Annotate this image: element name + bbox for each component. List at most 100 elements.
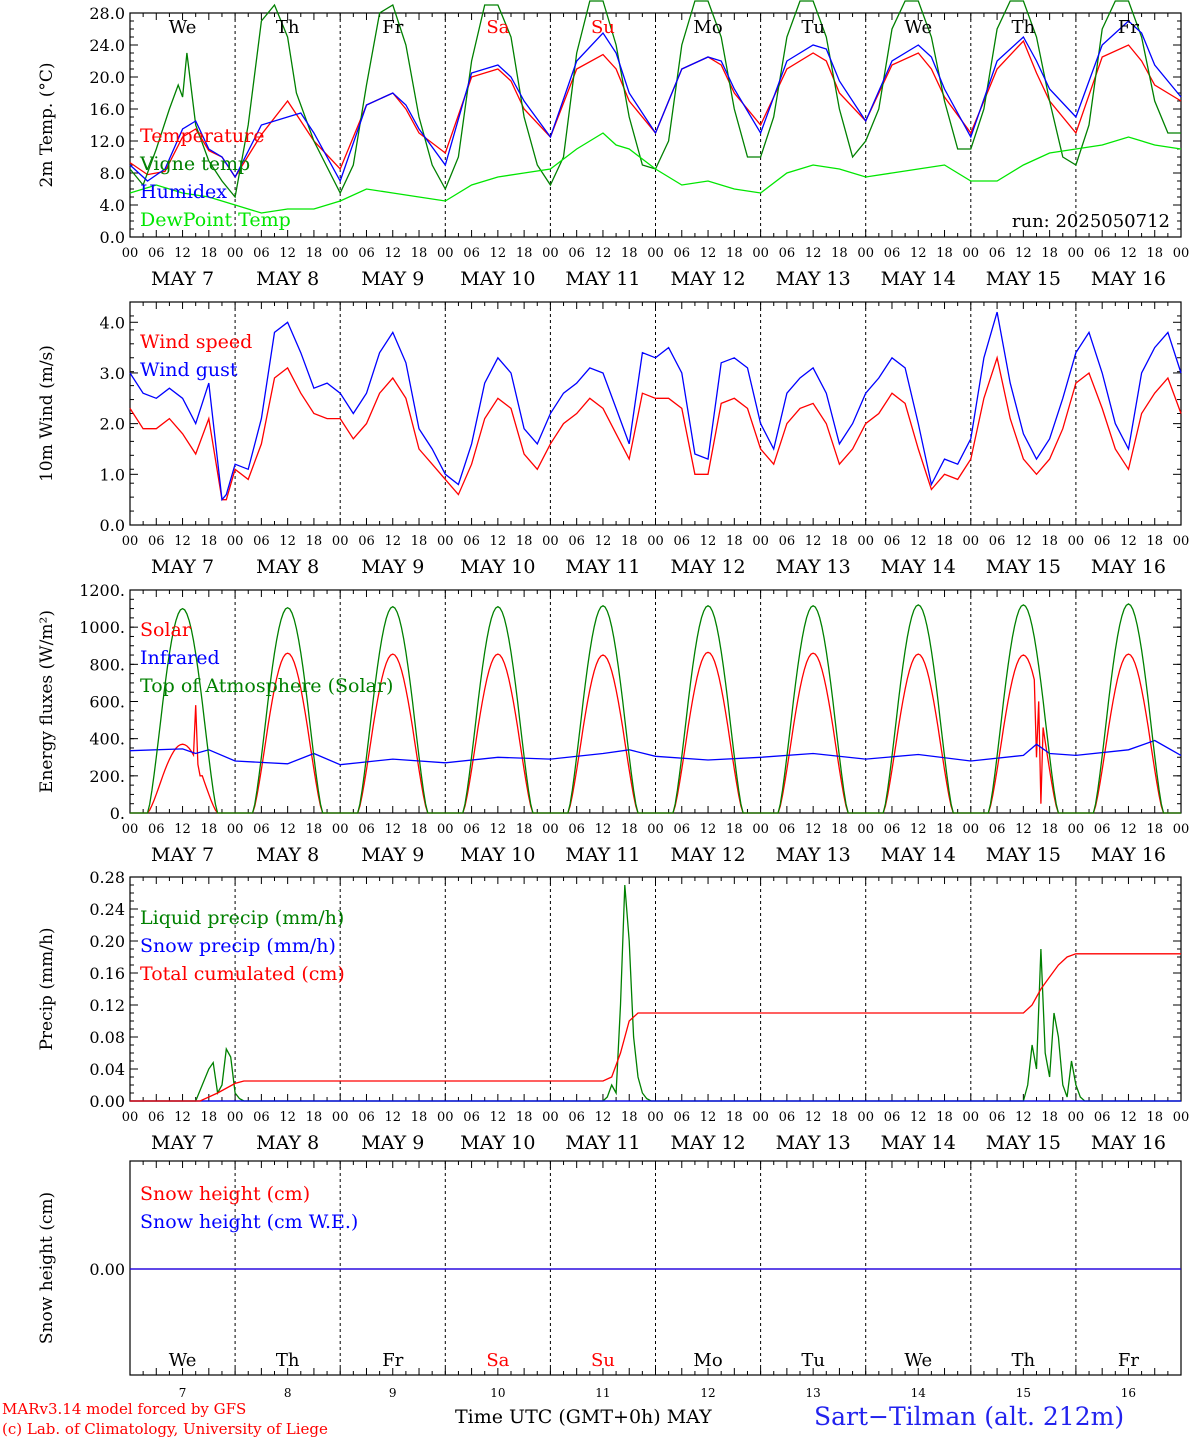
hour-tick-label: 12: [1120, 822, 1137, 837]
hour-tick-label: 00: [1068, 246, 1085, 261]
hour-tick-label: 12: [805, 246, 822, 261]
hour-tick-label: 06: [148, 534, 165, 549]
hour-tick-label: 18: [1146, 246, 1163, 261]
legend-entry: Snow precip (mm/h): [140, 935, 336, 957]
hour-tick-label: 06: [779, 534, 796, 549]
hour-tick-label: 00: [437, 822, 454, 837]
hour-tick-label: 06: [884, 1110, 901, 1125]
hour-tick-label: 18: [621, 822, 638, 837]
date-label: MAY 14: [881, 556, 956, 578]
hour-tick-label: 00: [542, 534, 559, 549]
hour-tick-label: 00: [752, 246, 769, 261]
hour-tick-label: 18: [516, 1110, 533, 1125]
hour-tick-label: 18: [201, 1110, 218, 1125]
hour-tick-label: 06: [1094, 822, 1111, 837]
day-number-label: 11: [595, 1386, 610, 1400]
hour-tick-label: 06: [1094, 246, 1111, 261]
hour-tick-label: 06: [568, 246, 585, 261]
hour-tick-label: 00: [437, 246, 454, 261]
day-number-label: 8: [284, 1386, 292, 1400]
hour-tick-label: 18: [831, 1110, 848, 1125]
y-tick-label: 1000.: [79, 618, 125, 637]
hour-tick-label: 06: [148, 822, 165, 837]
y-tick-label: 24.0: [89, 36, 125, 55]
y-tick-label: 3.0: [100, 364, 125, 383]
hour-tick-label: 00: [647, 534, 664, 549]
y-axis-label: Snow height (cm): [37, 1192, 57, 1344]
hour-tick-label: 00: [963, 534, 980, 549]
hour-tick-label: 18: [726, 822, 743, 837]
y-tick-label: 2.0: [100, 415, 125, 434]
footer-credit: (c) Lab. of Climatology, University of L…: [2, 1420, 328, 1438]
day-number-label: 10: [490, 1386, 505, 1400]
hour-tick-label: 00: [647, 1110, 664, 1125]
weekday-label: Th: [1012, 17, 1036, 38]
hour-tick-label: 06: [358, 1110, 375, 1125]
hour-tick-label: 00: [1173, 1110, 1190, 1125]
legend-entry: Wind speed: [140, 331, 252, 353]
hour-tick-label: 12: [805, 1110, 822, 1125]
series-line: [130, 603, 1181, 814]
y-tick-label: 0.0: [100, 228, 125, 247]
date-label: MAY 15: [986, 268, 1061, 290]
date-label: MAY 11: [565, 1132, 640, 1154]
hour-tick-label: 06: [989, 534, 1006, 549]
date-label: MAY 11: [565, 556, 640, 578]
hour-tick-label: 06: [463, 1110, 480, 1125]
date-label: MAY 9: [361, 844, 424, 866]
hour-tick-label: 12: [910, 534, 927, 549]
date-label: MAY 8: [256, 844, 319, 866]
weekday-label: Fr: [382, 1350, 403, 1371]
hour-tick-label: 00: [122, 534, 139, 549]
hour-tick-label: 00: [542, 246, 559, 261]
date-label: MAY 16: [1091, 268, 1166, 290]
weekday-label: We: [904, 17, 932, 38]
weekday-label: Th: [276, 17, 300, 38]
y-axis-label: 2m Temp. (°C): [37, 62, 57, 187]
hour-tick-label: 06: [568, 534, 585, 549]
weekday-label: Mo: [693, 17, 722, 38]
hour-tick-label: 12: [384, 1110, 401, 1125]
date-label: MAY 16: [1091, 1132, 1166, 1154]
legend-entry: Infrared: [140, 647, 220, 669]
hour-tick-label: 00: [857, 246, 874, 261]
date-label: MAY 10: [460, 556, 535, 578]
hour-tick-label: 18: [306, 822, 323, 837]
hour-tick-label: 12: [595, 534, 612, 549]
weekday-label: We: [904, 1350, 932, 1371]
hour-tick-label: 12: [279, 534, 296, 549]
hour-tick-label: 06: [884, 534, 901, 549]
y-tick-label: 600.: [89, 693, 125, 712]
date-label: MAY 14: [881, 1132, 956, 1154]
hour-tick-label: 06: [989, 822, 1006, 837]
y-tick-label: 1200.: [79, 581, 125, 600]
hour-tick-label: 06: [148, 246, 165, 261]
hour-tick-label: 00: [857, 1110, 874, 1125]
hour-tick-label: 12: [1120, 534, 1137, 549]
panel-1: 0.0 4.0 8.0 12.0 16.0 20.0 24.0 28.0 2m Temp. (°…: [37, 0, 1190, 290]
hour-tick-label: 06: [1094, 1110, 1111, 1125]
hour-tick-label: 06: [463, 534, 480, 549]
hour-tick-label: 12: [805, 822, 822, 837]
series-line: [129, 0, 1181, 199]
hour-tick-label: 00: [752, 534, 769, 549]
hour-tick-label: 00: [1173, 246, 1190, 261]
legend-entry: Humidex: [140, 181, 227, 203]
y-tick-label: 0.04: [89, 1060, 125, 1079]
hour-tick-label: 12: [700, 1110, 717, 1125]
hour-tick-label: 12: [174, 246, 191, 261]
date-label: MAY 11: [565, 844, 640, 866]
hour-tick-label: 00: [1173, 534, 1190, 549]
hour-tick-label: 18: [201, 246, 218, 261]
weekday-label: We: [169, 1350, 197, 1371]
legend-entry: Vigne temp: [139, 153, 250, 175]
hour-tick-label: 00: [857, 822, 874, 837]
weekday-label: Th: [276, 1350, 300, 1371]
y-tick-label: 0.20: [89, 932, 125, 951]
weekday-label: Su: [591, 1350, 615, 1371]
date-label: MAY 13: [776, 1132, 851, 1154]
date-label: MAY 10: [460, 268, 535, 290]
hour-tick-label: 18: [1146, 1110, 1163, 1125]
legend-entry: Wind gust: [140, 359, 238, 381]
